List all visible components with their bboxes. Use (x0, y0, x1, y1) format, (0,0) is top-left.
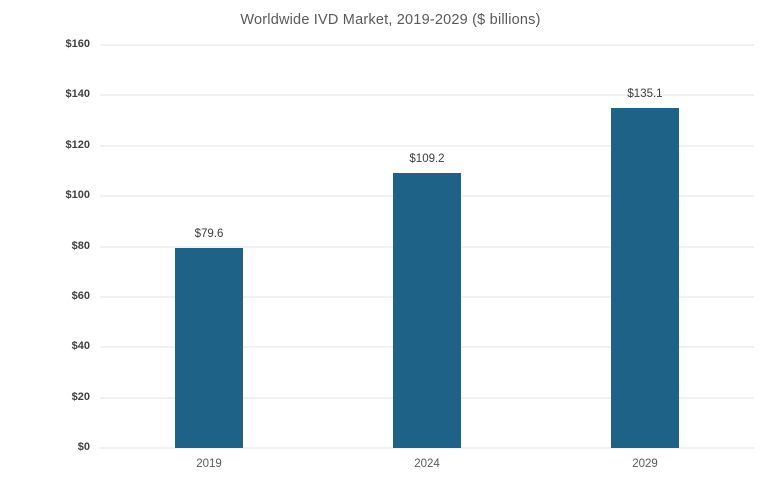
y-axis-tick-label: $80 (71, 239, 90, 252)
y-axis-tick-label: $0 (77, 441, 90, 453)
bar-value-label: $109.2 (409, 152, 445, 165)
gridline (100, 144, 754, 147)
y-axis-tick-label: $140 (65, 88, 90, 101)
x-axis-tick-label: 2019 (196, 458, 222, 470)
y-axis-tick-label: $60 (71, 289, 90, 302)
x-axis-tick-label: 2029 (632, 458, 658, 470)
y-axis-tick-label: $40 (71, 340, 90, 353)
gridline (100, 447, 754, 449)
y-axis-tick-label: $20 (71, 390, 90, 403)
y-axis-tick-label: $160 (65, 38, 90, 50)
y-axis-tick-label: $120 (65, 138, 90, 151)
gridline (100, 94, 754, 97)
bar-value-label: $135.1 (627, 87, 663, 100)
gridline (100, 44, 754, 46)
bar-value-label: $79.6 (194, 227, 224, 240)
bar-2019 (175, 247, 243, 448)
bar-2029 (611, 107, 679, 448)
x-axis-tick-label: 2024 (414, 458, 440, 470)
chart-title: Worldwide IVD Market, 2019-2029 ($ billi… (240, 12, 541, 28)
bar-2024 (393, 172, 461, 448)
y-axis-tick-label: $100 (65, 189, 90, 202)
